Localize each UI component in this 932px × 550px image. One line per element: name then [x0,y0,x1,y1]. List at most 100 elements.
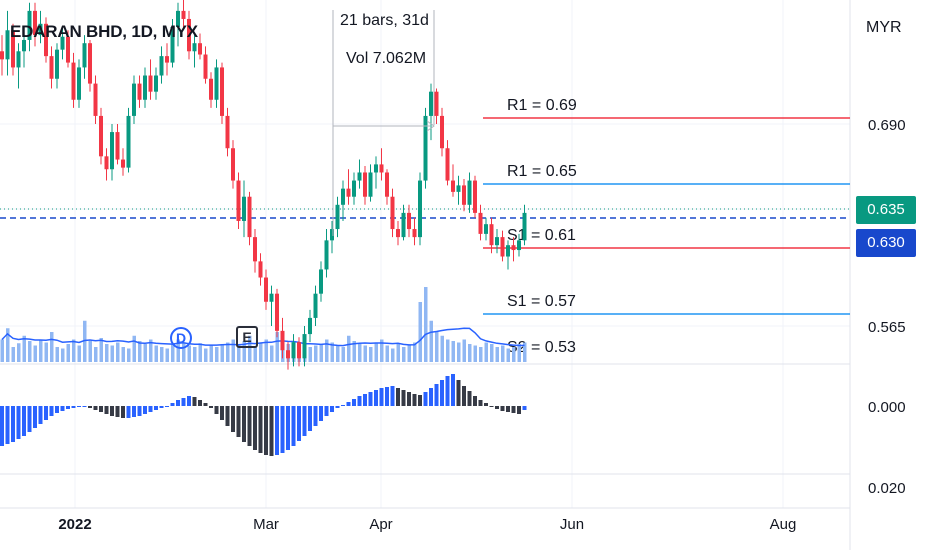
volume-bar [160,347,164,362]
measure-volume-label: Vol 7.062M [346,50,427,67]
volume-bar [369,347,373,362]
histogram-bar [192,397,197,406]
candle-body [434,91,439,116]
histogram-bar [451,374,455,406]
volume-bar [248,335,252,362]
candle-body [478,212,483,234]
candle-body [264,277,268,302]
candle-body [467,180,472,205]
level-label: S2 = 0.53 [507,339,576,356]
histogram-bar [324,406,329,416]
candle-body [374,164,378,173]
candle-body [49,56,54,79]
candle-body [220,67,224,116]
volume-bar [253,347,257,362]
histogram-bar [137,406,142,416]
histogram-bar [335,406,340,408]
volume-bar [319,344,323,362]
candle-body [319,269,323,294]
candle-body [143,75,147,100]
histogram-bar [423,392,428,406]
candle-body [33,10,37,36]
histogram-bar [522,406,527,410]
volume-bar [462,339,466,362]
volume-bar [270,345,274,362]
histogram-bar [242,406,246,442]
time-axis-label: Apr [369,516,392,533]
level-label: R1 = 0.69 [507,97,577,114]
histogram-bar [225,406,230,426]
histogram-bar [44,406,48,420]
histogram-bar [308,406,312,431]
candle-body [170,27,175,63]
earnings-marker[interactable]: E [236,326,258,348]
volume-bar [88,341,92,362]
volume-bar [99,338,103,362]
volume-bar [237,345,241,362]
histogram-bar [99,406,103,412]
volume-bar [94,347,98,362]
histogram-bar [27,406,32,432]
price-axis-label: 0.565 [868,319,906,336]
volume-bar [55,347,59,362]
volume-bar [506,348,510,362]
histogram-bar [22,406,26,436]
candle-body [302,334,307,359]
histogram-bar [517,406,521,414]
candle-body [440,115,444,149]
volume-bar [116,342,120,362]
level-label: S1 = 0.57 [507,293,576,310]
candle-body [280,330,285,351]
candle-body [379,164,384,173]
volume-bar [418,302,422,362]
candle-body [132,83,136,116]
volume-bar [165,348,169,362]
volume-bar [380,339,384,362]
candle-body [500,237,505,257]
volume-bar [176,339,180,362]
volume-bar [523,342,527,362]
last-price-tag: 0.635 [856,196,916,224]
volume-bar [83,320,87,362]
histogram-bar [357,396,362,406]
candle-body [297,342,301,359]
volume-bar [215,347,219,362]
histogram-bar [0,406,4,446]
candle-body [352,180,356,197]
candle-body [154,75,158,92]
candle-body [66,36,70,63]
candle-body [99,115,103,157]
histogram-bar [368,392,373,406]
time-axis-label: Aug [770,516,797,533]
histogram-bar [330,406,334,412]
candle-body [104,156,109,170]
histogram-bar [253,406,257,450]
histogram-bar [33,406,37,428]
histogram-bar [489,406,494,407]
histogram-bar [148,406,153,412]
dividend-marker[interactable]: D [170,327,192,349]
histogram-bar [478,400,483,406]
histogram-bar [82,406,87,407]
price-line-tag: 0.630 [856,229,916,257]
candle-body [115,132,120,160]
histogram-bar [110,406,114,416]
volume-bar [66,344,70,362]
volume-bar [72,339,76,362]
candle-body [506,245,510,257]
histogram-bar [165,406,169,407]
histogram-bar [363,394,367,406]
volume-bar [138,341,142,362]
candle-body [236,180,241,221]
histogram-bar [231,406,235,432]
candle-body [27,10,32,40]
histogram-bar [264,406,268,455]
candle-body [187,18,191,52]
candle-body [346,188,351,197]
histogram-bar [313,406,318,426]
volume-bar [484,342,488,362]
candle-body [126,115,131,168]
volume-bar [407,345,411,362]
